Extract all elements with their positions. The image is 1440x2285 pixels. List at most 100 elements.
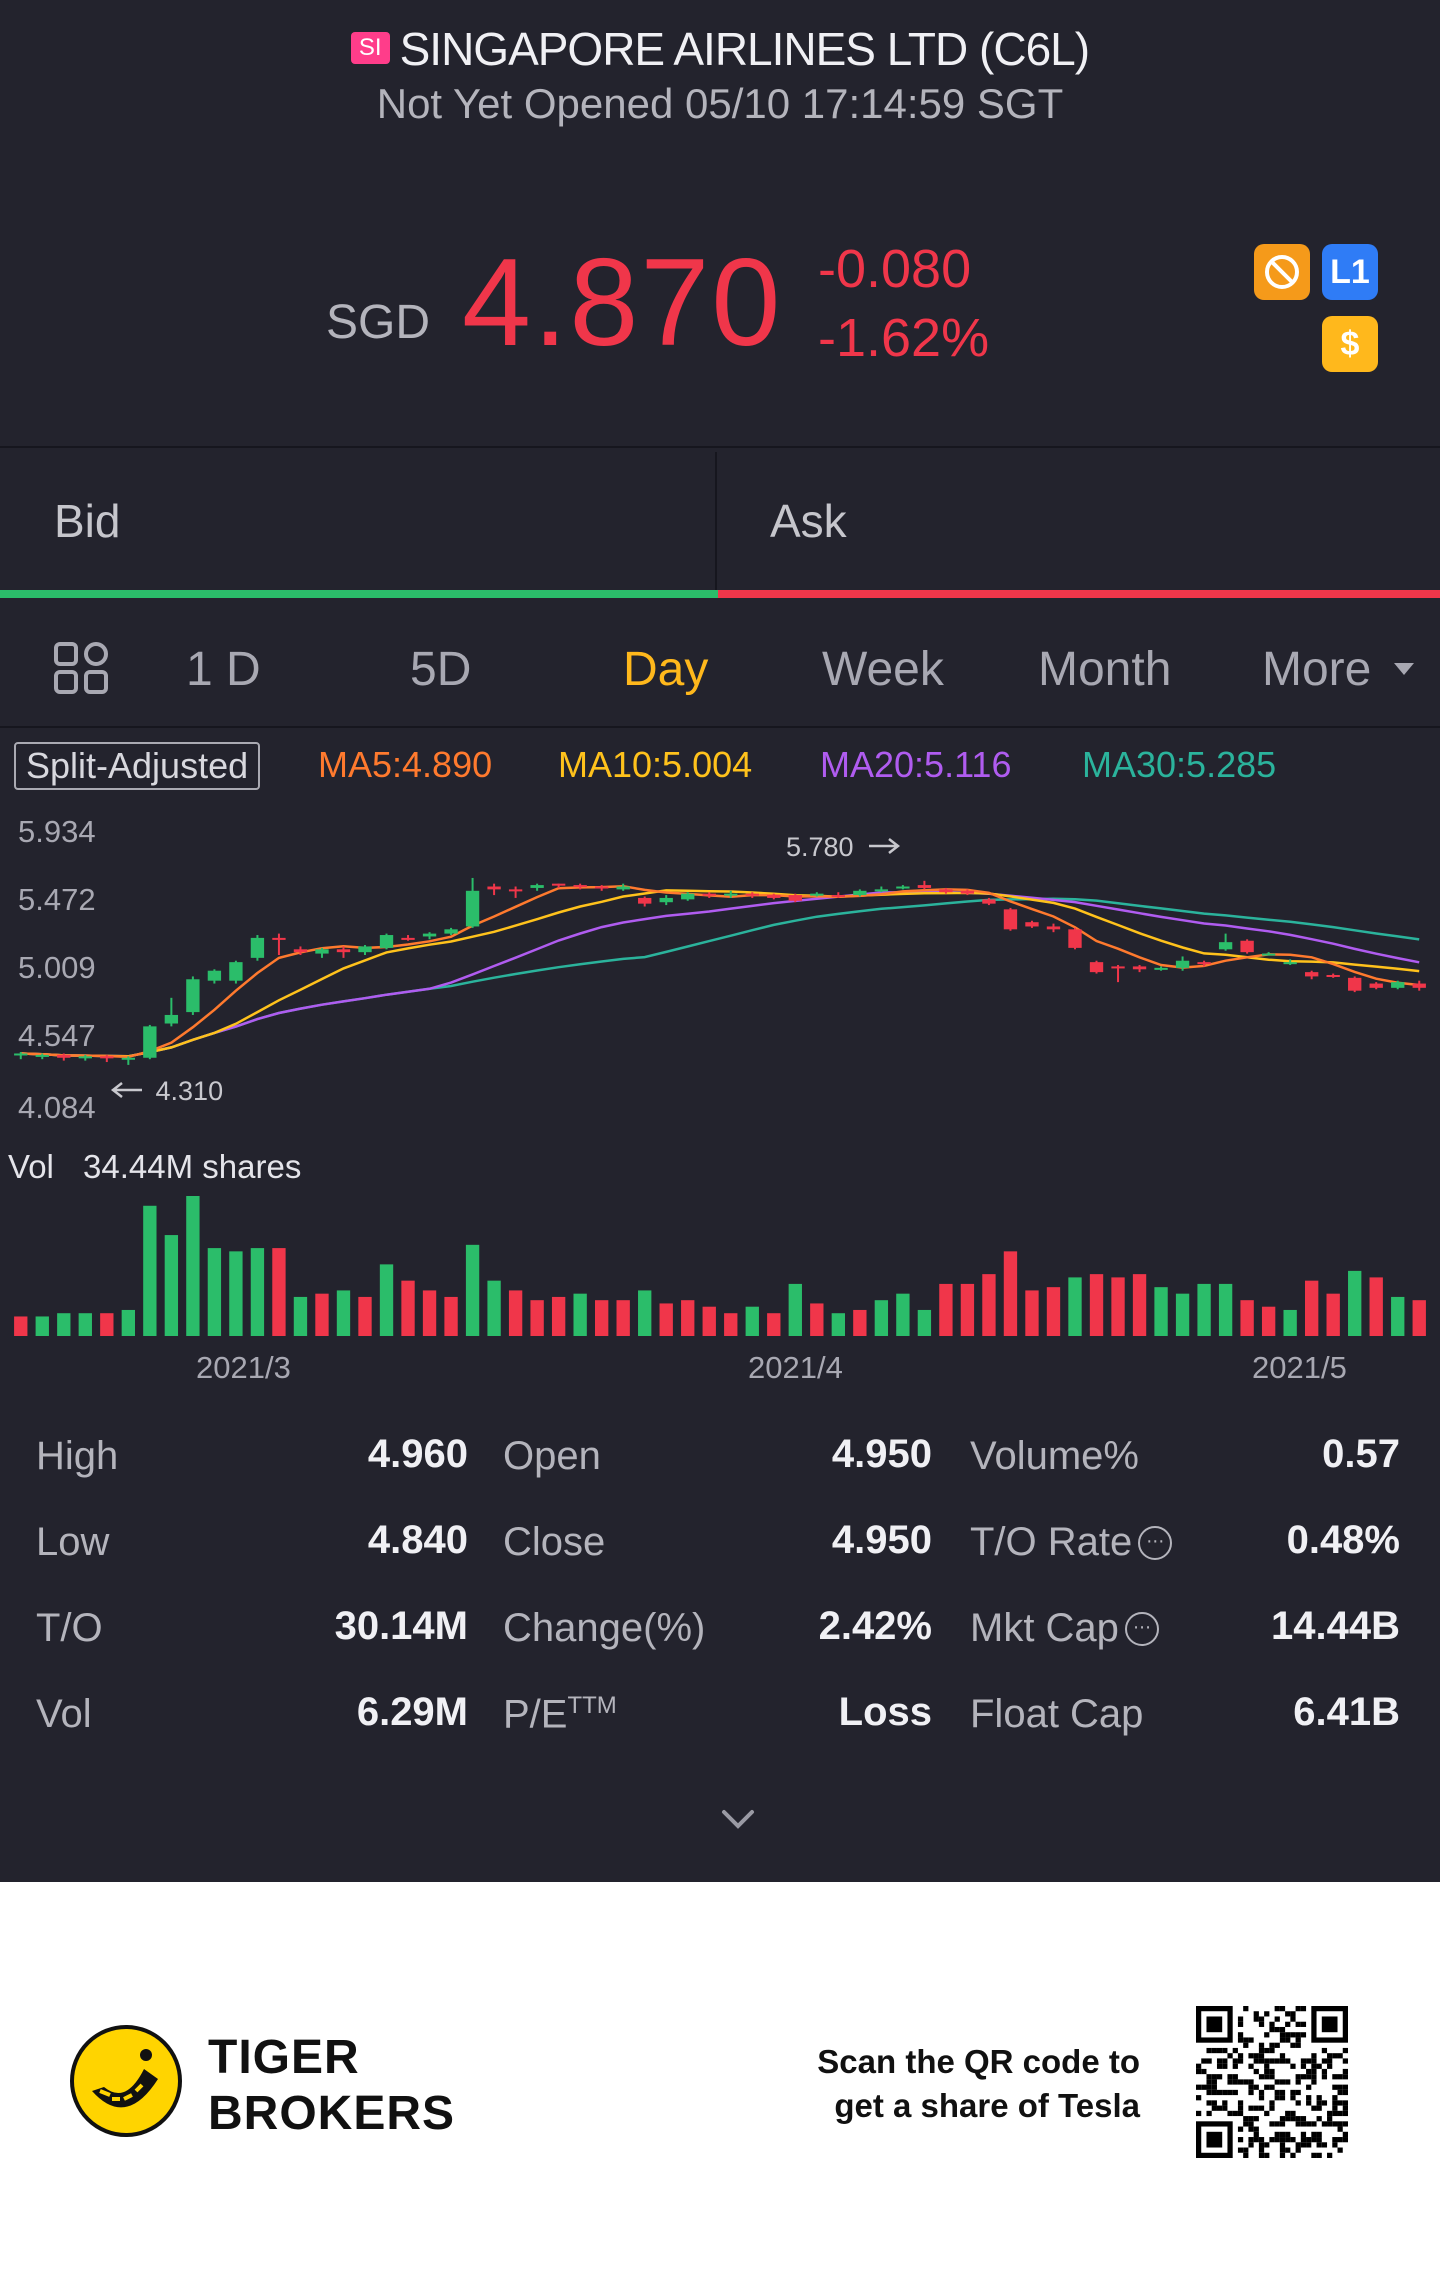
qr-module	[1306, 2068, 1312, 2075]
qr-module	[1306, 2142, 1312, 2148]
qr-module	[1337, 2110, 1343, 2117]
dollar-icon[interactable]: $	[1322, 316, 1378, 372]
qr-module	[1327, 2058, 1333, 2064]
tab-week[interactable]: Week	[822, 643, 944, 696]
level1-icon[interactable]: L1	[1322, 244, 1378, 300]
no-trade-icon[interactable]	[1254, 244, 1310, 300]
qr-module	[1264, 2142, 1270, 2148]
qr-module	[1222, 2063, 1228, 2069]
candle-body	[1391, 982, 1405, 988]
chevron-down-icon[interactable]	[710, 1800, 766, 1840]
bid-cell[interactable]: Bid	[0, 452, 716, 590]
tab-5d[interactable]: 5D	[410, 643, 472, 696]
qr-module	[1248, 2116, 1254, 2122]
qr-module	[1311, 2058, 1317, 2064]
qr-module	[1279, 2142, 1286, 2148]
qr-module	[1332, 2074, 1338, 2080]
candle-body	[1348, 977, 1362, 991]
qr-module	[1253, 2137, 1259, 2143]
candle-body	[1197, 962, 1211, 965]
qr-module	[1253, 2058, 1259, 2064]
qr-module	[1332, 2110, 1338, 2117]
qr-module	[1211, 2089, 1217, 2096]
qr-module	[1274, 2131, 1280, 2138]
qr-module	[1258, 2089, 1265, 2096]
qr-module	[1237, 2079, 1244, 2085]
stat-value: 4.950	[831, 1432, 932, 1476]
volume-bar	[853, 1309, 867, 1336]
tab-month[interactable]: Month	[1038, 643, 1172, 696]
volume-bar	[551, 1296, 566, 1336]
qr-module	[1206, 2110, 1212, 2117]
qr-module	[1321, 2121, 1328, 2127]
ask-cell[interactable]: Ask	[718, 452, 1434, 590]
candle-body	[831, 895, 846, 898]
stat-label: Float Cap	[970, 1692, 1144, 1736]
qr-code-icon[interactable]	[1196, 2006, 1348, 2158]
qr-module	[1232, 2047, 1238, 2054]
qr-module	[1295, 2079, 1301, 2085]
info-icon[interactable]: ⋯	[1124, 1612, 1159, 1646]
qr-module	[1342, 2131, 1348, 2138]
stat-label: Close	[503, 1520, 606, 1564]
qr-module	[1269, 2121, 1275, 2127]
qr-module	[1216, 2105, 1223, 2111]
tab-more[interactable]: More	[1262, 642, 1417, 697]
qr-module	[1227, 2079, 1233, 2085]
qr-module	[1253, 2053, 1259, 2059]
qr-module	[1237, 2137, 1244, 2143]
qr-module	[1342, 2121, 1348, 2127]
qr-module	[1196, 2068, 1202, 2075]
volume-bar	[982, 1274, 996, 1336]
qr-module	[1237, 2058, 1244, 2064]
qr-module	[1264, 2084, 1270, 2090]
ma5-value: MA5:4.890	[318, 744, 493, 785]
qr-module	[1269, 2068, 1275, 2075]
qr-module	[1342, 2058, 1348, 2064]
info-icon[interactable]: ⋯	[1138, 1526, 1173, 1560]
qr-module	[1327, 2063, 1333, 2069]
qr-module	[1332, 2095, 1338, 2101]
candle-body	[874, 889, 889, 892]
stock-title: SI SINGAPORE AIRLINES LTD (C6L)	[0, 22, 1440, 76]
split-adjusted-toggle[interactable]: Split-Adjusted	[14, 742, 261, 790]
tab-1d[interactable]: 1 D	[186, 643, 261, 696]
qr-module	[1311, 2053, 1317, 2059]
qr-module	[1342, 2137, 1348, 2143]
volume-bar	[508, 1290, 523, 1336]
arrow-right-icon	[869, 838, 901, 854]
brand-name: TIGER BROKERS	[208, 2030, 455, 2142]
candle-body	[1068, 929, 1082, 948]
qr-module	[1295, 2032, 1301, 2038]
qr-module	[1253, 2011, 1259, 2017]
volume-bar	[401, 1280, 415, 1336]
qr-module	[1279, 2053, 1286, 2059]
market-status: Not Yet Opened 05/10 17:14:59 SGT	[376, 80, 1064, 127]
qr-module	[1290, 2032, 1296, 2038]
qr-module	[1248, 2089, 1254, 2096]
qr-module	[1269, 2058, 1275, 2064]
qr-module	[1222, 2100, 1228, 2106]
ma-legend: Split-Adjusted MA5:4.890 MA10:5.004 MA20…	[0, 738, 1440, 792]
qr-module	[1332, 2053, 1338, 2059]
qr-module	[1274, 2042, 1280, 2048]
candle-body	[14, 1053, 28, 1056]
qr-module	[1237, 2105, 1244, 2111]
candlestick-chart[interactable]	[0, 800, 1440, 1120]
qr-module	[1258, 2016, 1265, 2022]
qr-module	[1337, 2137, 1343, 2143]
grid-icon[interactable]	[52, 638, 112, 698]
qr-module	[1258, 2021, 1265, 2027]
price-change: -0.080	[818, 239, 972, 299]
volume-bar	[874, 1300, 889, 1336]
tab-day[interactable]: Day	[623, 643, 709, 696]
volume-chart[interactable]	[0, 1190, 1440, 1340]
qr-module	[1237, 2100, 1244, 2106]
qr-module	[1227, 2110, 1233, 2117]
volume-bar	[1304, 1280, 1319, 1336]
qr-module	[1332, 2142, 1338, 2148]
qr-module	[1342, 2074, 1348, 2080]
candle-body	[1283, 962, 1297, 965]
qr-finder	[1206, 2131, 1223, 2148]
candle-body	[1111, 966, 1125, 969]
